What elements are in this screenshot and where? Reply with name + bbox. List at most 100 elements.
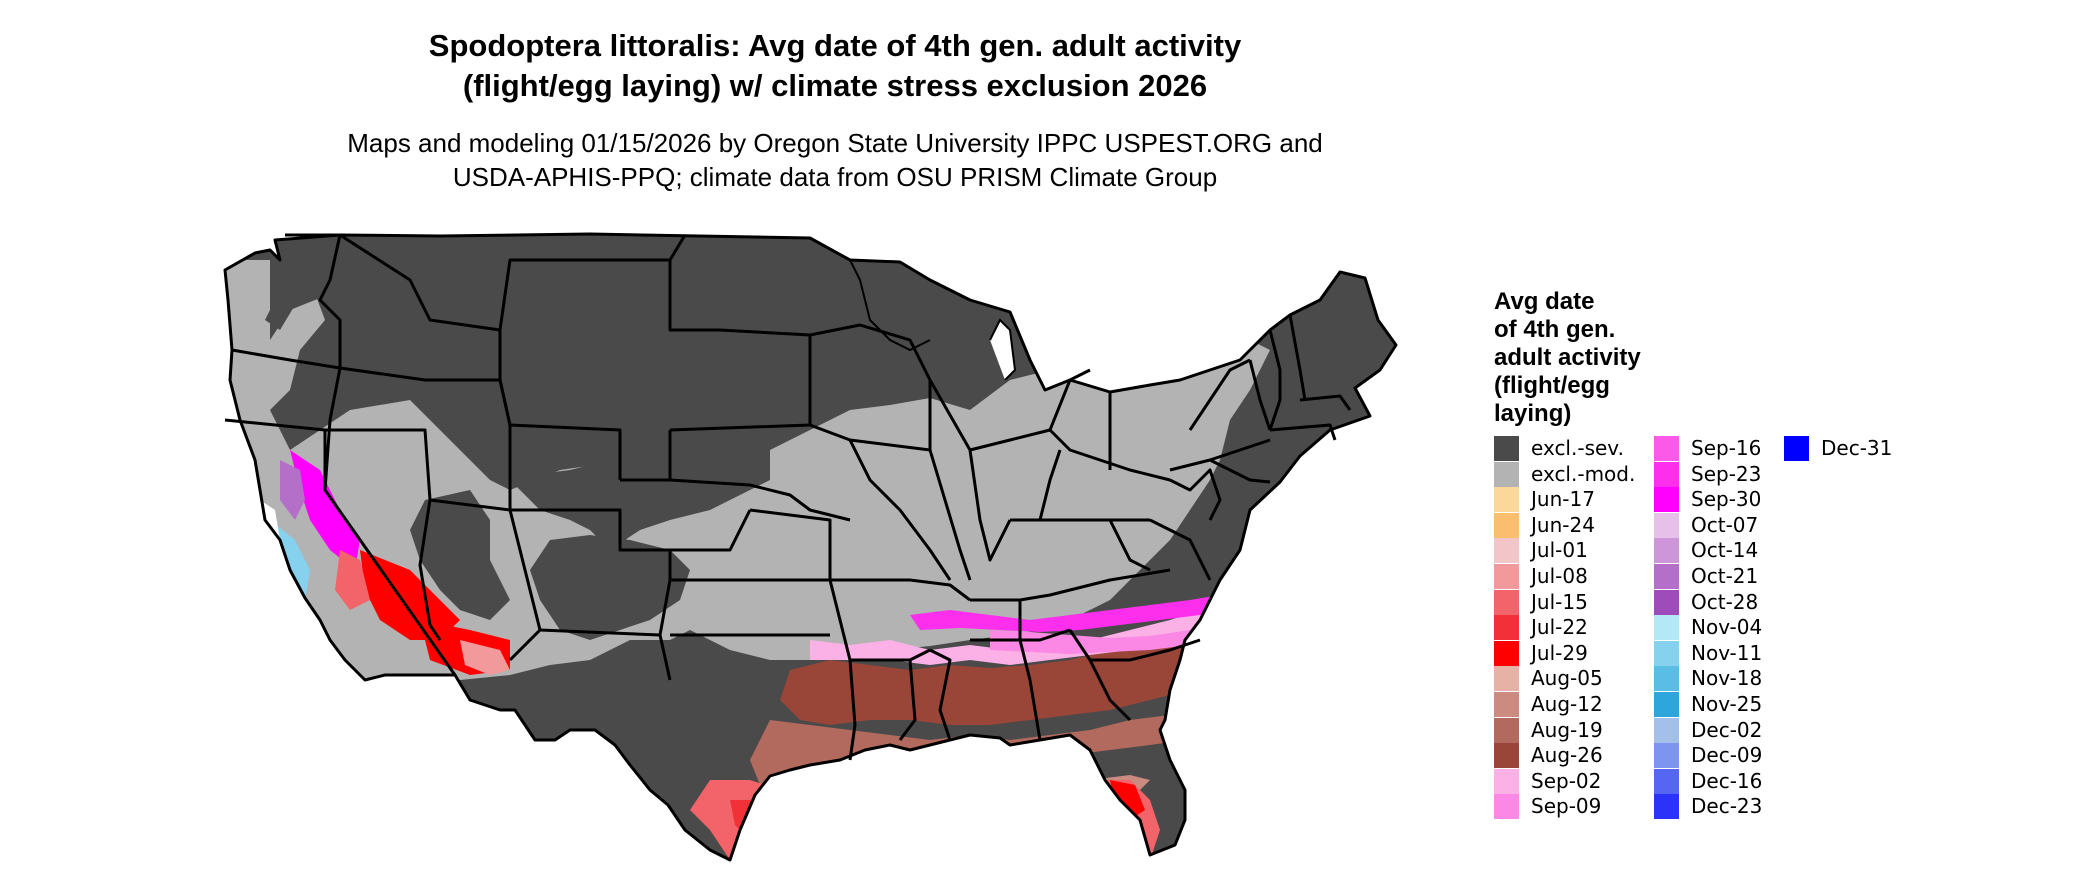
legend-item: Sep-02 (1494, 768, 1601, 794)
legend-label: Oct-28 (1691, 589, 1759, 614)
legend-label: Sep-30 (1691, 487, 1762, 512)
legend-swatch (1494, 512, 1519, 538)
legend-label: Dec-09 (1691, 743, 1763, 768)
legend-label: Nov-04 (1691, 615, 1763, 640)
legend-item: Dec-02 (1654, 717, 1762, 743)
legend-swatch (1494, 589, 1519, 615)
legend-label: Jul-29 (1531, 640, 1588, 665)
legend-swatch (1654, 717, 1679, 743)
legend-label: Sep-23 (1691, 461, 1762, 486)
legend-item: Aug-12 (1494, 692, 1603, 717)
legend-item: Oct-28 (1654, 589, 1759, 615)
legend-swatch (1494, 717, 1519, 743)
legend-swatch (1494, 461, 1519, 487)
legend-title-line: (flight/egg (1494, 372, 1610, 399)
legend-swatch (1494, 666, 1519, 692)
legend-item: Nov-25 (1654, 692, 1762, 717)
legend-swatch (1494, 640, 1519, 666)
legend-label: excl.-sev. (1531, 436, 1624, 460)
legend-item: Oct-07 (1654, 512, 1759, 538)
legend-swatch (1654, 512, 1679, 538)
legend-item: Sep-09 (1494, 794, 1602, 820)
legend-item: excl.-mod. (1494, 461, 1636, 487)
legend-swatch (1494, 692, 1519, 717)
legend-label: Jul-08 (1531, 564, 1588, 588)
legend-swatch (1654, 666, 1679, 692)
legend-item: Dec-23 (1654, 794, 1763, 820)
legend-item: excl.-sev. (1494, 436, 1624, 461)
legend-item: Oct-21 (1654, 564, 1758, 589)
legend-item: Jul-01 (1494, 538, 1588, 564)
legend-item: Dec-31 (1784, 436, 1892, 461)
map-subtitle-line-1: Maps and modeling 01/15/2026 by Oregon S… (347, 128, 1323, 158)
legend-label: Oct-21 (1691, 564, 1759, 588)
legend-item: Jul-08 (1494, 564, 1588, 589)
legend-item: Nov-18 (1654, 666, 1763, 692)
map-subtitle-line-2: USDA-APHIS-PPQ; climate data from OSU PR… (452, 162, 1218, 192)
legend-label: Dec-23 (1691, 794, 1763, 819)
legend-label: Dec-16 (1691, 768, 1763, 793)
legend-item: Jul-22 (1494, 615, 1588, 641)
legend-swatch (1654, 436, 1679, 461)
legend-title: Avg date of 4th gen. adult activity (fli… (1494, 288, 1694, 428)
legend-swatch (1654, 538, 1679, 564)
legend-item: Jun-24 (1494, 512, 1595, 538)
map-title-line-2: (flight/egg laying) w/ climate stress ex… (462, 68, 1208, 103)
legend-swatch (1654, 564, 1679, 589)
legend-label: Aug-05 (1531, 666, 1603, 691)
legend-swatch (1494, 564, 1519, 589)
legend-label: Jun-24 (1531, 512, 1595, 537)
legend-item: Nov-11 (1654, 640, 1763, 666)
us-map (223, 232, 1398, 862)
legend-swatch (1494, 436, 1519, 461)
legend-swatch (1494, 768, 1519, 794)
legend-label: Jul-01 (1531, 538, 1588, 563)
legend-label: Aug-19 (1531, 717, 1603, 742)
legend-label: Jul-22 (1531, 615, 1588, 640)
legend-label: Sep-09 (1531, 794, 1602, 819)
legend-label: Oct-07 (1691, 512, 1759, 537)
legend-item: Sep-16 (1654, 436, 1761, 461)
legend-label: Jun-17 (1531, 487, 1595, 512)
legend-title-line: Avg date (1494, 288, 1595, 315)
legend-label: Sep-16 (1691, 436, 1762, 460)
legend-item: Nov-04 (1654, 615, 1763, 641)
legend-item: Jun-17 (1494, 487, 1595, 513)
legend-label: Oct-14 (1691, 538, 1759, 563)
legend-label: Aug-26 (1531, 743, 1603, 768)
legend-item: Dec-09 (1654, 743, 1763, 769)
legend-swatch (1654, 487, 1679, 513)
legend-title-line: of 4th gen. (1494, 316, 1616, 343)
legend-item: Aug-05 (1494, 666, 1603, 692)
legend-label: excl.-mod. (1531, 461, 1636, 486)
legend-item: Aug-19 (1494, 717, 1603, 743)
legend-label: Nov-18 (1691, 666, 1763, 691)
legend-item: Sep-23 (1654, 461, 1762, 487)
legend-item: Jul-29 (1494, 640, 1588, 666)
legend-swatch (1494, 538, 1519, 564)
legend-item: Aug-26 (1494, 743, 1603, 769)
legend-swatch (1494, 615, 1519, 641)
legend-label: Nov-11 (1691, 640, 1763, 665)
map-title: Spodoptera littoralis: Avg date of 4th g… (220, 26, 1450, 106)
legend-title-line: laying) (1494, 400, 1572, 427)
legend-swatch (1654, 589, 1679, 615)
legend-swatch (1654, 461, 1679, 487)
legend-title-line: adult activity (1494, 344, 1641, 371)
legend-swatch (1654, 768, 1679, 794)
legend-item: Jul-15 (1494, 589, 1588, 615)
legend-label: Nov-25 (1691, 692, 1763, 716)
map-title-line-1: Spodoptera littoralis: Avg date of 4th g… (428, 28, 1242, 63)
legend-label: Jul-15 (1531, 589, 1588, 614)
legend-swatch (1654, 743, 1679, 769)
legend-item: Oct-14 (1654, 538, 1759, 564)
legend-swatch (1784, 436, 1809, 461)
legend-item: Sep-30 (1654, 487, 1762, 513)
legend-swatch (1494, 487, 1519, 513)
legend-swatch (1494, 794, 1519, 820)
legend: Avg date of 4th gen. adult activity (fli… (1494, 288, 2014, 820)
title-block: Spodoptera littoralis: Avg date of 4th g… (220, 26, 1450, 194)
legend-item: Dec-16 (1654, 768, 1763, 794)
legend-swatch (1494, 743, 1519, 769)
legend-label: Dec-31 (1821, 436, 1893, 460)
